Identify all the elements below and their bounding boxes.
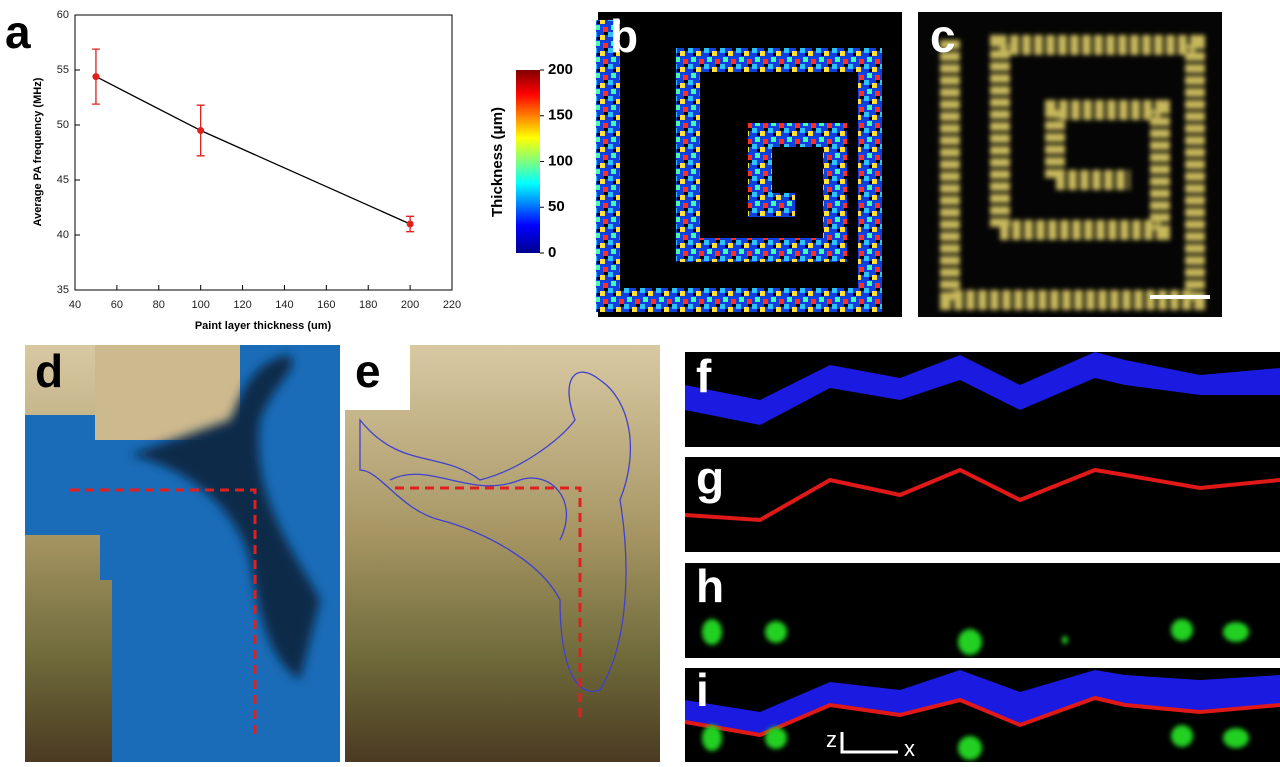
- plot-frame: [75, 15, 452, 290]
- panel-label: a: [5, 6, 31, 58]
- colorbar-tick-label: 100: [548, 152, 573, 169]
- y-tick-label: 60: [57, 9, 69, 21]
- panel-f-image: [685, 352, 1280, 447]
- panel-label: g: [696, 452, 724, 504]
- panel-g-image: [685, 457, 1280, 552]
- panel-label: b: [610, 10, 638, 62]
- colorbar-tick-label: 200: [548, 61, 573, 78]
- panel-label: f: [696, 350, 712, 402]
- x-tick-label: 160: [317, 299, 335, 311]
- panel-i-image: z x: [685, 668, 1280, 762]
- data-point: [197, 127, 204, 134]
- x-axis-label: Paint layer thickness (um): [195, 320, 332, 332]
- colorbar: [516, 70, 540, 253]
- data-point: [407, 221, 414, 228]
- colorbar-tick-label: 150: [548, 107, 573, 124]
- y-axis-label: Average PA frequency (MHz): [32, 77, 44, 226]
- panel-label: c: [930, 10, 956, 62]
- x-tick-label: 100: [191, 299, 209, 311]
- y-tick-label: 45: [57, 174, 69, 186]
- panel-b-image: [598, 12, 902, 317]
- x-tick-label: 140: [275, 299, 293, 311]
- panel-label: d: [35, 345, 63, 397]
- figure: z x a b c d e f g h i Thickness (μm) Pai…: [0, 0, 1280, 762]
- colorbar-tick-label: 0: [548, 244, 556, 261]
- panel-h-image: [685, 563, 1280, 658]
- panel-c-image: [918, 12, 1222, 317]
- panel-e-image: [345, 345, 660, 762]
- y-tick-label: 50: [57, 119, 69, 131]
- panel-label: e: [355, 345, 381, 397]
- x-tick-label: 60: [111, 299, 123, 311]
- x-tick-label: 40: [69, 299, 81, 311]
- y-tick-label: 40: [57, 229, 69, 241]
- y-tick-label: 55: [57, 64, 69, 76]
- colorbar-label: Thickness (μm): [489, 107, 506, 217]
- x-tick-label: 180: [359, 299, 377, 311]
- x-tick-label: 220: [443, 299, 461, 311]
- scale-z: z: [826, 727, 837, 752]
- y-tick-label: 35: [57, 284, 69, 296]
- x-tick-label: 80: [153, 299, 165, 311]
- x-tick-label: 120: [233, 299, 251, 311]
- x-tick-label: 200: [401, 299, 419, 311]
- colorbar-tick-label: 50: [548, 198, 565, 215]
- data-point: [92, 73, 99, 80]
- panel-d-image: [25, 345, 340, 762]
- scale-x: x: [904, 736, 915, 761]
- panel-label: i: [696, 664, 709, 716]
- data-line: [96, 77, 410, 224]
- panel-label: h: [696, 560, 724, 612]
